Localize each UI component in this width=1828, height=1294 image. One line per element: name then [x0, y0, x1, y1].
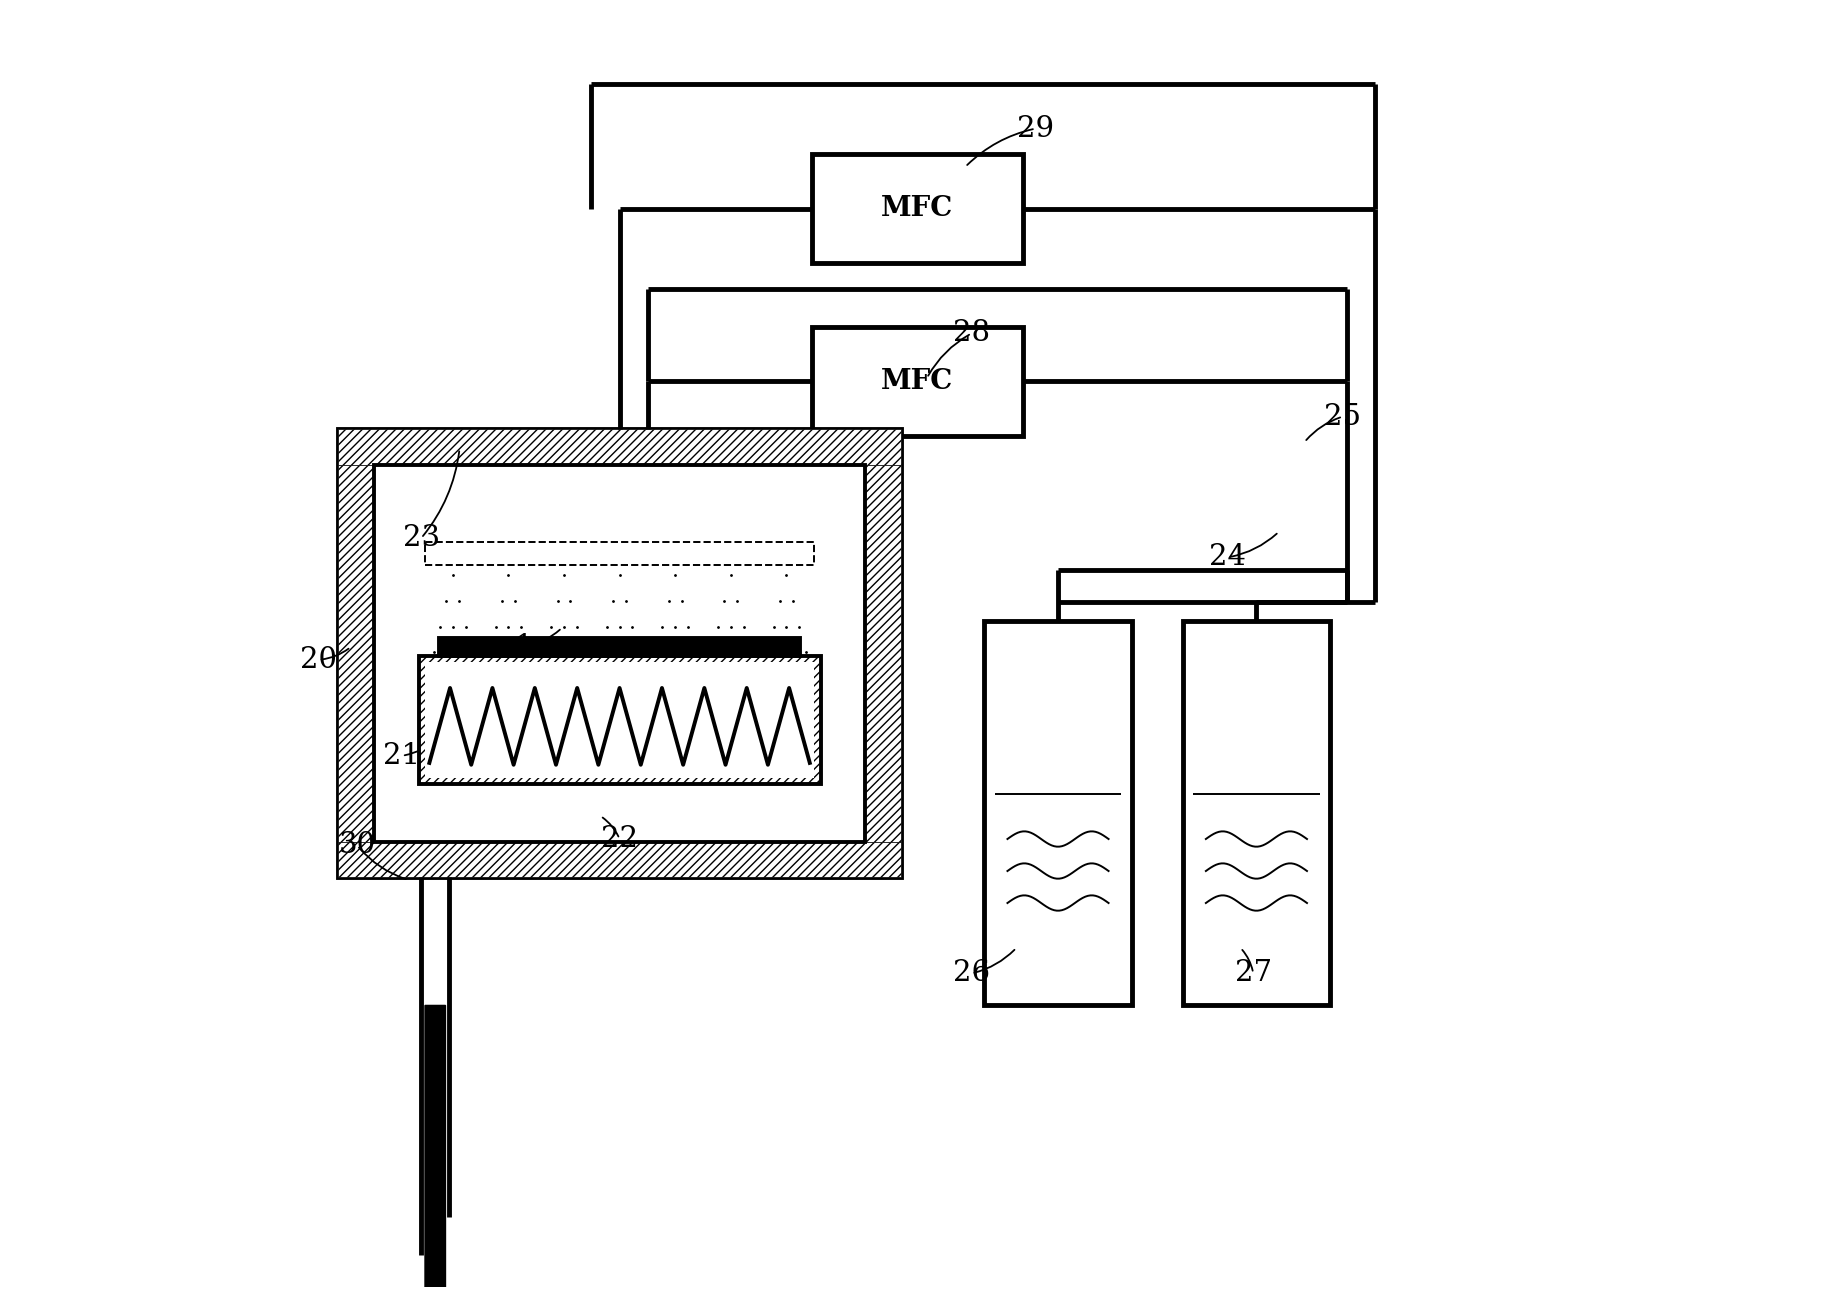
Bar [419, 656, 821, 784]
Bar [439, 638, 801, 656]
Bar [424, 542, 813, 565]
Text: 25: 25 [1323, 402, 1362, 431]
Bar [338, 430, 901, 877]
Bar [1183, 621, 1331, 1005]
Text: 30: 30 [338, 832, 377, 859]
Text: 27: 27 [1234, 959, 1272, 987]
Text: 21: 21 [384, 741, 420, 770]
Bar [985, 621, 1132, 1005]
Bar [373, 466, 865, 841]
Text: 1: 1 [514, 633, 532, 661]
Text: 23: 23 [402, 524, 441, 553]
Bar [338, 466, 373, 841]
Bar [865, 466, 901, 841]
Text: 26: 26 [952, 959, 991, 987]
FancyArrow shape [408, 1005, 462, 1294]
Bar [812, 327, 1024, 436]
Bar [338, 841, 901, 877]
Bar [373, 466, 865, 841]
Text: 22: 22 [601, 826, 638, 853]
Text: MFC: MFC [881, 367, 954, 395]
Text: 24: 24 [1208, 543, 1247, 572]
Text: 20: 20 [300, 646, 336, 674]
Bar [812, 154, 1024, 263]
Bar [419, 656, 821, 784]
Bar [424, 663, 813, 778]
Text: 28: 28 [952, 320, 991, 347]
Bar [338, 430, 901, 466]
Text: MFC: MFC [881, 195, 954, 223]
Text: 29: 29 [1016, 115, 1055, 142]
